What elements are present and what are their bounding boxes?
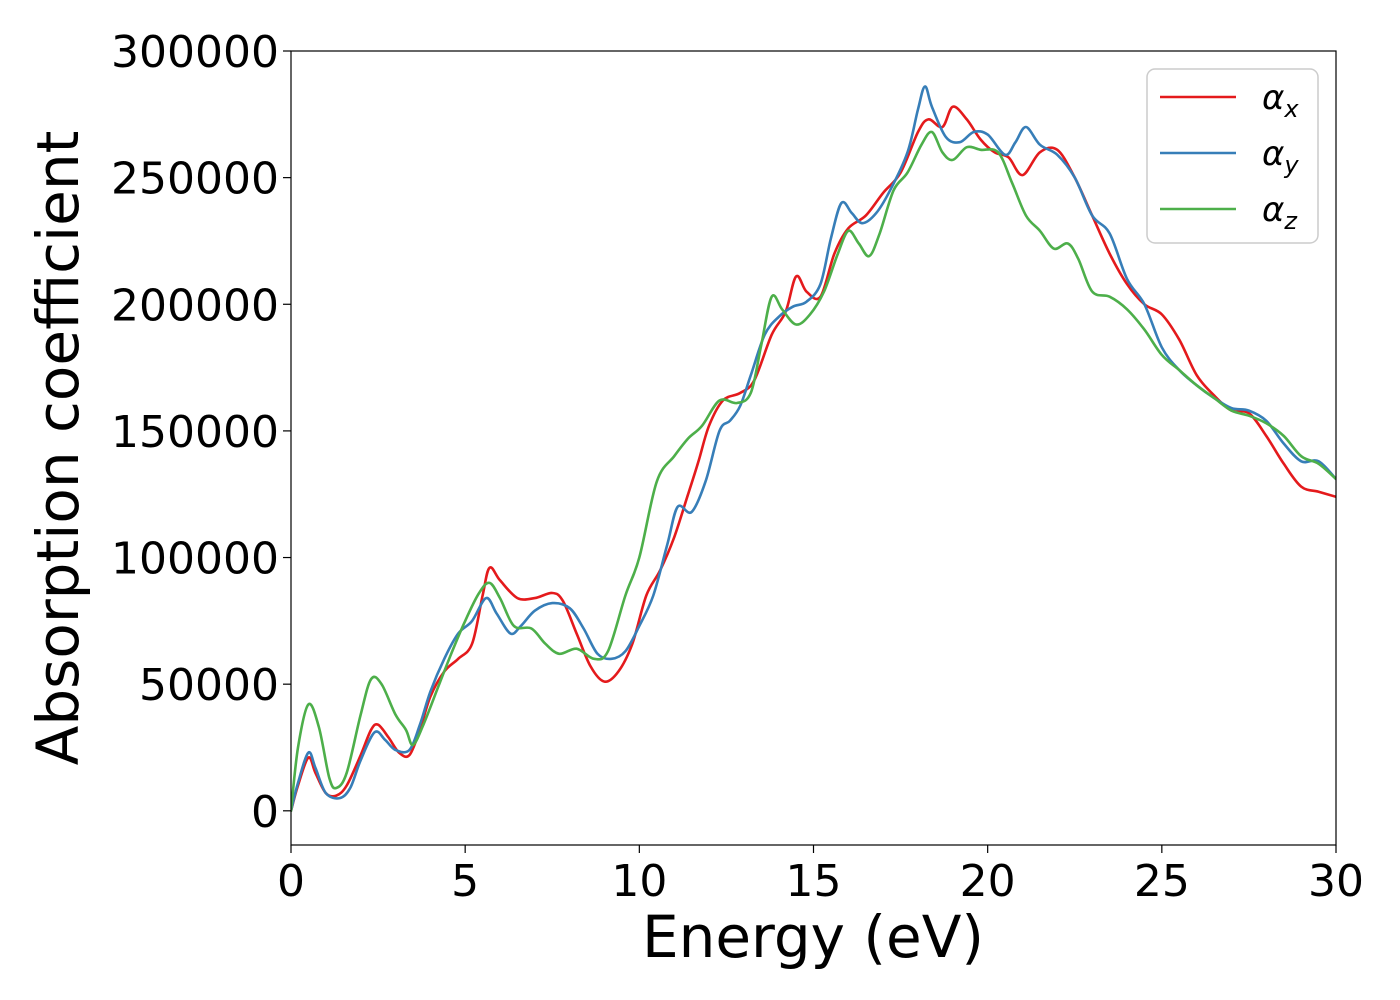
y-tick-label: 150000 — [111, 407, 279, 458]
x-axis-ticks: 0 5 10 15 20 25 30 — [277, 845, 1364, 907]
y-tick-label: 250000 — [111, 154, 279, 205]
x-tick-label: 15 — [786, 856, 842, 907]
x-tick-label: 0 — [277, 856, 305, 907]
legend-label-alpha-z: αz — [1262, 190, 1298, 235]
y-axis-ticks: 0 50000 100000 150000 200000 250000 300000 — [111, 27, 291, 838]
x-tick-label: 5 — [451, 856, 479, 907]
legend-subscript: z — [1283, 207, 1298, 235]
legend-box — [1146, 68, 1319, 244]
series-line-alpha-z — [291, 130, 1336, 813]
legend-symbol: α — [1262, 78, 1284, 118]
legend-subscript: x — [1283, 95, 1299, 123]
legend-symbol: α — [1262, 190, 1284, 230]
x-axis-title: Energy (eV) — [642, 903, 984, 971]
x-tick-label: 10 — [611, 856, 667, 907]
legend-subscript: y — [1283, 151, 1299, 179]
x-tick-label: 25 — [1134, 856, 1190, 907]
x-tick-label: 30 — [1308, 856, 1364, 907]
legend-label-alpha-y: αy — [1262, 134, 1299, 179]
y-tick-label: 0 — [251, 787, 279, 838]
legend-label-alpha-x: αx — [1262, 78, 1299, 123]
x-tick-label: 20 — [960, 856, 1016, 907]
series-line-alpha-y — [291, 85, 1336, 813]
y-tick-label: 100000 — [111, 534, 279, 585]
y-tick-label: 300000 — [111, 27, 279, 78]
legend-symbol: α — [1262, 134, 1284, 174]
series-group — [291, 85, 1336, 813]
y-tick-label: 50000 — [139, 660, 279, 711]
y-tick-label: 200000 — [111, 280, 279, 331]
y-axis-title: Absorption coefficient — [24, 131, 92, 766]
